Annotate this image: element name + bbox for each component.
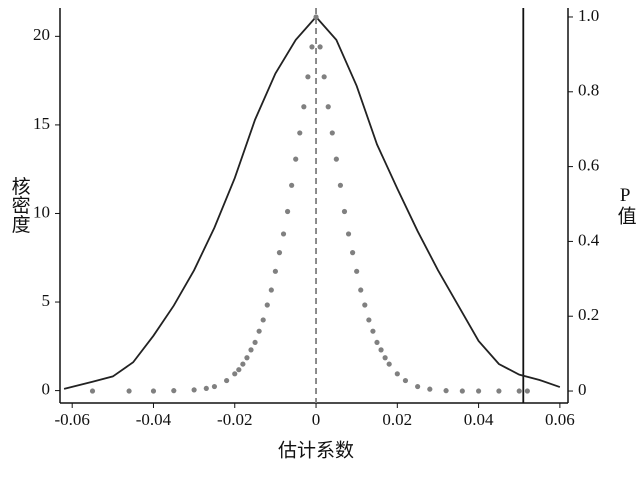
scatter-point (284, 208, 291, 215)
scatter-point (475, 388, 482, 394)
scatter-point (345, 231, 352, 237)
scatter-point (203, 385, 209, 392)
y-tick-label: 0 (42, 380, 51, 399)
scatter-point (89, 388, 96, 394)
scatter-point (402, 377, 409, 384)
scatter-point (524, 388, 530, 394)
x-tick-label: 0.02 (382, 410, 412, 429)
scatter-point (264, 302, 270, 308)
scatter-point (272, 268, 278, 274)
scatter-point (516, 388, 522, 394)
y2-tick-label: 0.6 (578, 156, 599, 175)
scatter-point (321, 74, 327, 80)
y-tick-label: 15 (33, 114, 50, 133)
scatter-point (333, 156, 339, 162)
scatter-point (268, 287, 274, 293)
density-line (63, 15, 561, 390)
scatter-point (211, 383, 218, 390)
scatter-point (236, 367, 242, 373)
y2-tick-label: 0.2 (578, 305, 599, 324)
scatter-point (224, 377, 230, 384)
scatter-point (374, 339, 380, 346)
scatter-point (354, 268, 360, 274)
y-tick-label: 5 (42, 291, 51, 310)
scatter-point (150, 388, 157, 394)
scatter-point (293, 156, 299, 162)
y-tick-label: 20 (33, 25, 50, 44)
scatter-point (297, 130, 303, 136)
y2-tick-label: 0 (578, 380, 587, 399)
y2-tick-label: 0.4 (578, 230, 600, 249)
scatter-point (370, 328, 376, 334)
scatter-point (260, 317, 266, 323)
scatter-point (280, 231, 287, 237)
x-tick-label: -0.02 (217, 410, 252, 429)
scatter-point (341, 208, 348, 215)
scatter-point (325, 104, 331, 110)
scatter-point (244, 355, 250, 361)
scatter-point (382, 355, 388, 361)
scatter-point (301, 104, 307, 110)
y2-tick-label: 1.0 (578, 6, 599, 25)
scatter-point (459, 388, 465, 394)
scatter-point (305, 74, 311, 80)
scatter-point (317, 44, 323, 50)
scatter-point (313, 14, 319, 20)
scatter-point (350, 250, 356, 256)
x-tick-label: -0.04 (136, 410, 172, 429)
x-tick-label: -0.06 (54, 410, 89, 429)
scatter-point (415, 383, 421, 390)
x-tick-label: 0 (312, 410, 321, 429)
scatter-point (362, 302, 368, 308)
scatter-point (289, 182, 295, 188)
y2-tick-label: 0.8 (578, 81, 599, 100)
scatter-point (232, 371, 238, 377)
y-axis-label: 核密度 (9, 176, 31, 233)
scatter-point (240, 361, 246, 367)
scatter-point (443, 388, 449, 394)
x-tick-label: 0.06 (545, 410, 575, 429)
scatter-point (386, 361, 392, 367)
x-tick-label: 0.04 (464, 410, 494, 429)
scatter-point (252, 339, 258, 346)
scatter-point (191, 387, 197, 393)
scatter-point (171, 388, 177, 394)
scatter-point (276, 250, 283, 256)
y2-axis-label: P值 (615, 185, 637, 225)
scatter-point (378, 347, 384, 353)
scatter-point (358, 287, 364, 293)
scatter-point (256, 328, 262, 334)
scatter-point (329, 130, 335, 136)
scatter-point (427, 386, 433, 392)
scatter-point (309, 44, 315, 50)
y-tick-label: 10 (33, 202, 50, 221)
scatter-point (126, 388, 132, 394)
scatter-point (496, 388, 502, 394)
scatter-point (366, 317, 372, 323)
scatter-point (394, 371, 400, 377)
x-axis-label: 估计系数 (278, 439, 354, 461)
scatter-point (248, 347, 254, 353)
scatter-point (337, 182, 344, 188)
